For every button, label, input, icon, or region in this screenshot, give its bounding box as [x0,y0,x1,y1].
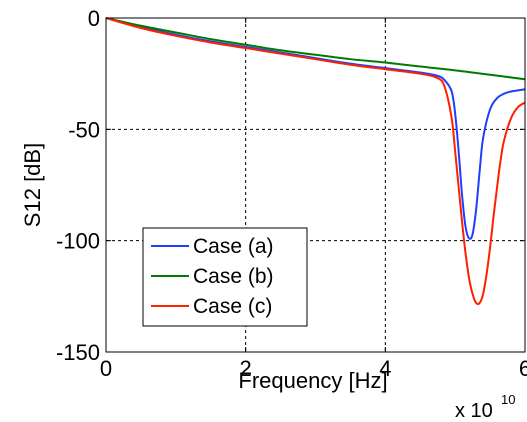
plot-frame [105,17,526,353]
legend-label-case-c: Case (c) [193,295,272,318]
y-tick-label: -100 [56,229,100,254]
tick-labels: 0 2 4 6 0 -50 -100 -150 [56,6,527,381]
axes-box [105,17,526,353]
x-exponent-label: x 10 [455,400,493,422]
x-exponent-power: 10 [501,392,515,407]
y-axis-label: S12 [dB] [20,143,45,227]
series-line-case-b [105,17,526,81]
x-tick-label: 6 [519,356,527,381]
x-tick-label: 4 [379,356,391,381]
legend: Case (a) Case (b) Case (c) [142,227,308,327]
x-tick-label: 0 [100,356,112,381]
y-tick-label: -50 [68,117,100,142]
x-axis-label: Frequency [Hz] [238,368,387,393]
y-tick-label: 0 [88,6,100,31]
x-tick-label: 2 [240,356,252,381]
series-lines [105,17,526,306]
series-line-case-a [105,17,526,240]
y-tick-label: -150 [56,340,100,365]
series-line-case-c [105,17,526,306]
legend-label-case-a: Case (a) [193,235,274,258]
legend-label-case-b: Case (b) [193,265,274,288]
